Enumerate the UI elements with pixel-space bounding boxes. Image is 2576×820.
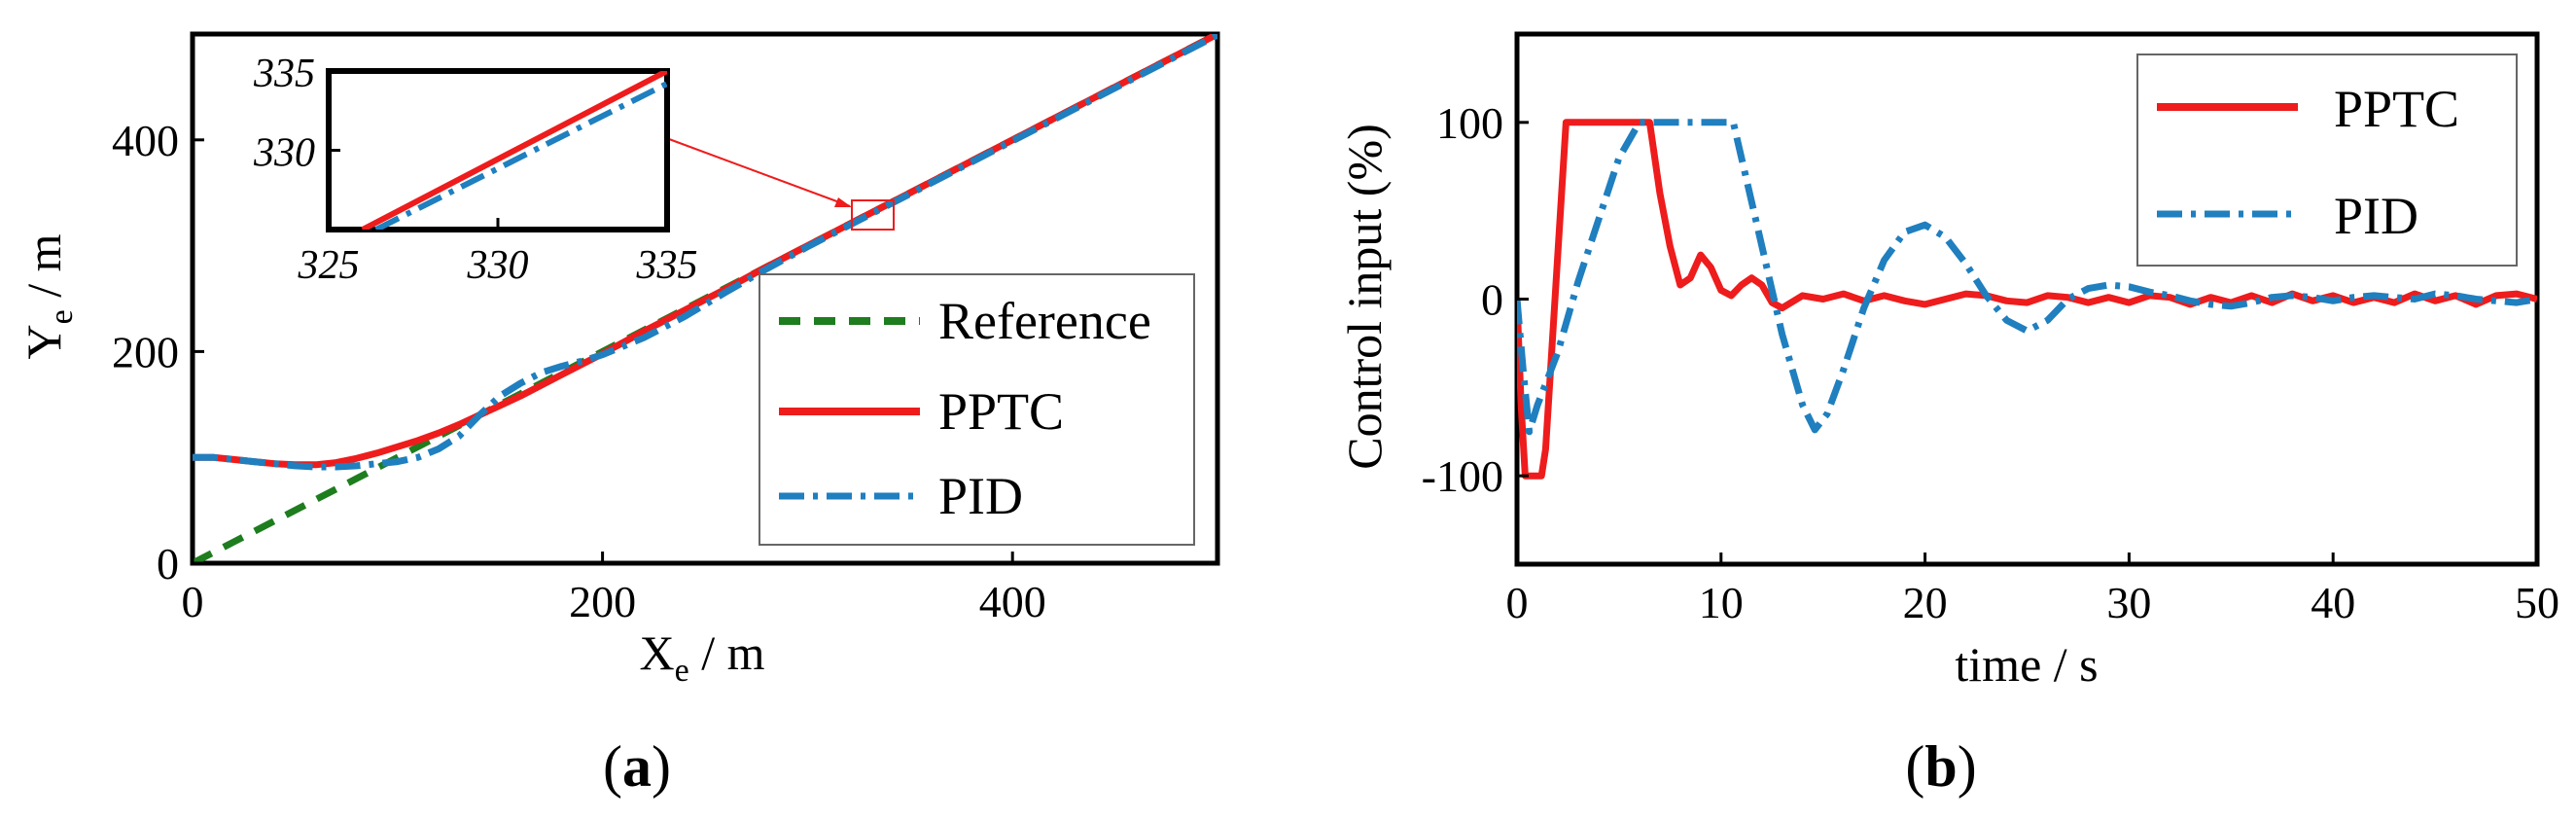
- legend-frame-b: [2136, 53, 2518, 267]
- inset-y-tick-label: 330: [253, 131, 315, 176]
- y-axis-label-a: Ye / m: [17, 233, 80, 359]
- panel-a-y-tick-label: 400: [112, 116, 179, 165]
- panel-a: 0 200 400 0 200 400 325 330 335 330 335 Reference…: [17, 31, 1220, 799]
- inset-x-tick-label: 325: [298, 243, 360, 288]
- zoom-arrow: [668, 138, 851, 207]
- series-group-a: [193, 34, 1217, 563]
- panel-a-y-tick-label: 200: [112, 327, 179, 376]
- ticks-a: 0 200 400 0 200 400: [112, 116, 1046, 626]
- inset-series-pid: [374, 81, 667, 230]
- x-axis-label-b: time / s: [1955, 637, 2098, 692]
- legend-label-pptc-b: PPTC: [2334, 80, 2459, 138]
- legend-b: PPTC PID: [2136, 53, 2518, 267]
- panel-b: 0 10 20 30 40 50 -100 0 100 PPTC PID time / s Co…: [1337, 31, 2559, 799]
- inset-series-pptc: [361, 71, 667, 230]
- panel-b-series-pid: [1517, 119, 2537, 436]
- inset-x-tick-label: 330: [467, 243, 529, 288]
- inset-ticks: 325 330 335 330 335: [253, 52, 698, 288]
- zoom-region-marker: [851, 199, 895, 231]
- panel-label-a: (a): [603, 734, 671, 799]
- inset-zoom-plot: 325 330 335 330 335: [253, 52, 698, 288]
- panel-a-y-tick-label: 0: [157, 539, 179, 588]
- ticks-b: 0 10 20 30 40 50 -100 0 100: [1422, 98, 2559, 627]
- legend-label-pid-b: PID: [2334, 187, 2418, 245]
- panel-b-x-tick-label: 30: [2106, 578, 2151, 627]
- panel-b-x-tick-label: 10: [1699, 578, 1744, 627]
- panel-a-x-tick-label: 0: [182, 577, 204, 626]
- panel-b-x-tick-label: 0: [1506, 578, 1529, 627]
- x-axis-label-a: Xe / m: [640, 625, 765, 689]
- panel-b-x-tick-label: 40: [2311, 578, 2355, 627]
- legend-label-reference: Reference: [938, 292, 1151, 350]
- panel-label-b: (b): [1905, 734, 1976, 799]
- zoom-arrow-head: [834, 197, 852, 207]
- y-axis-label-b: Control input (%): [1337, 124, 1392, 470]
- inset-y-tick-label: 335: [253, 52, 315, 96]
- inset-series-group: [361, 71, 667, 230]
- legend-a: Reference PPTC PID: [759, 273, 1195, 546]
- panel-a-x-tick-label: 400: [979, 577, 1046, 626]
- panel-b-x-tick-label: 20: [1903, 578, 1948, 627]
- legend-label-pid-a: PID: [938, 467, 1023, 525]
- legend-label-pptc-a: PPTC: [938, 382, 1064, 441]
- inset-x-tick-label: 335: [636, 243, 698, 288]
- panel-b-y-tick-label: -100: [1422, 451, 1503, 501]
- panel-b-x-tick-label: 50: [2515, 578, 2559, 627]
- series-group-b: [1517, 119, 2537, 480]
- panel-a-x-tick-label: 200: [569, 577, 636, 626]
- panel-b-y-tick-label: 100: [1436, 98, 1503, 148]
- panel-a-series-pid: [193, 34, 1217, 471]
- panel-b-y-tick-label: 0: [1481, 275, 1503, 325]
